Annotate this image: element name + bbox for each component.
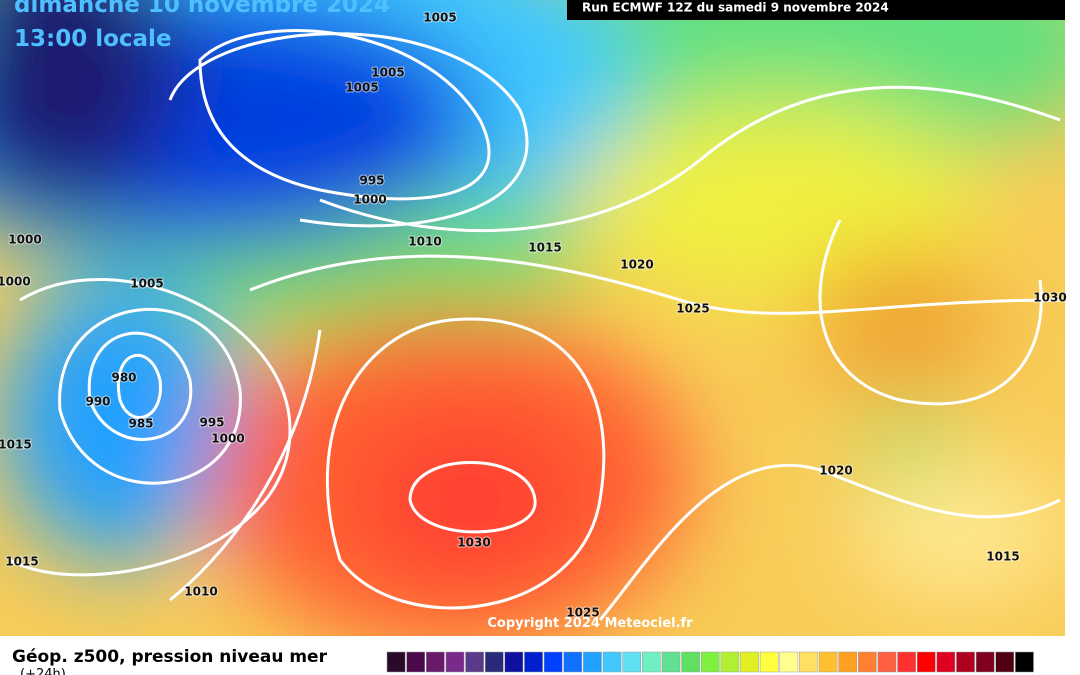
color-swatch — [779, 651, 799, 673]
isobar-label: 1000 — [353, 193, 386, 207]
isobar-label: 1015 — [0, 438, 32, 452]
map-date: dimanche 10 novembre 2024 — [14, 0, 390, 18]
color-swatch — [759, 651, 779, 673]
isobar-label: 1020 — [819, 464, 852, 478]
color-swatch — [877, 651, 897, 673]
color-swatch — [956, 651, 975, 673]
isobar-label: 985 — [128, 417, 153, 431]
isobar-label: 1010 — [408, 235, 441, 249]
isobar-label: 1010 — [184, 585, 217, 599]
color-swatch — [602, 651, 622, 673]
color-swatch — [426, 651, 445, 673]
isobar-label: 1005 — [371, 66, 404, 80]
color-swatch — [975, 651, 995, 673]
color-swatch — [720, 651, 740, 673]
color-swatch — [897, 651, 916, 673]
color-swatch — [681, 651, 700, 673]
color-swatch — [406, 651, 426, 673]
isobar-label: 1000 — [8, 233, 41, 247]
isobar-label: 1025 — [566, 606, 599, 620]
legend-title: Géop. z500, pression niveau mer — [12, 647, 328, 667]
isobar-label: 995 — [359, 174, 384, 188]
isobar-label: 1025 — [676, 302, 709, 316]
color-swatch — [484, 651, 504, 673]
run-banner — [567, 0, 1065, 20]
color-swatch — [916, 651, 936, 673]
legend-subtitle: (+24h) — [20, 667, 66, 675]
color-swatch — [445, 651, 465, 673]
run-info: Run ECMWF 12Z du samedi 9 novembre 2024 — [582, 1, 889, 15]
color-swatch — [622, 651, 642, 673]
color-swatch — [504, 651, 524, 673]
color-swatch — [661, 651, 681, 673]
isobar-label: 1015 — [528, 241, 561, 255]
isobar-label: 1005 — [423, 11, 456, 25]
color-swatch — [799, 651, 818, 673]
map-time: 13:00 locale — [14, 26, 172, 52]
color-swatch — [386, 651, 406, 673]
color-swatch — [583, 651, 602, 673]
color-swatch — [543, 651, 563, 673]
color-swatch — [700, 651, 720, 673]
isobar-label: 1000 — [0, 275, 31, 289]
color-swatch — [563, 651, 583, 673]
copyright: Copyright 2024 Meteociel.fr — [487, 616, 693, 631]
isobar-label: 990 — [85, 395, 110, 409]
isobar-label: 1005 — [130, 277, 163, 291]
isobar-label: 1015 — [986, 550, 1019, 564]
isobar-label: 1020 — [620, 258, 653, 272]
color-swatch — [642, 651, 661, 673]
isobar-label: 1030 — [1033, 291, 1066, 305]
isobar-label: 1030 — [457, 536, 490, 550]
color-swatch — [1015, 651, 1034, 673]
color-swatch — [524, 651, 543, 673]
color-swatch — [465, 651, 484, 673]
isobar-label: 995 — [199, 416, 224, 430]
isobar-label: 1000 — [211, 432, 244, 446]
isobar-label: 980 — [111, 371, 136, 385]
isobar-label: 1005 — [345, 81, 378, 95]
color-swatch — [936, 651, 956, 673]
isobar-label: 1015 — [5, 555, 38, 569]
color-swatch — [858, 651, 877, 673]
color-swatch — [740, 651, 759, 673]
color-swatch — [838, 651, 858, 673]
map-field — [0, 0, 1065, 636]
color-swatch — [995, 651, 1015, 673]
color-swatch — [818, 651, 838, 673]
